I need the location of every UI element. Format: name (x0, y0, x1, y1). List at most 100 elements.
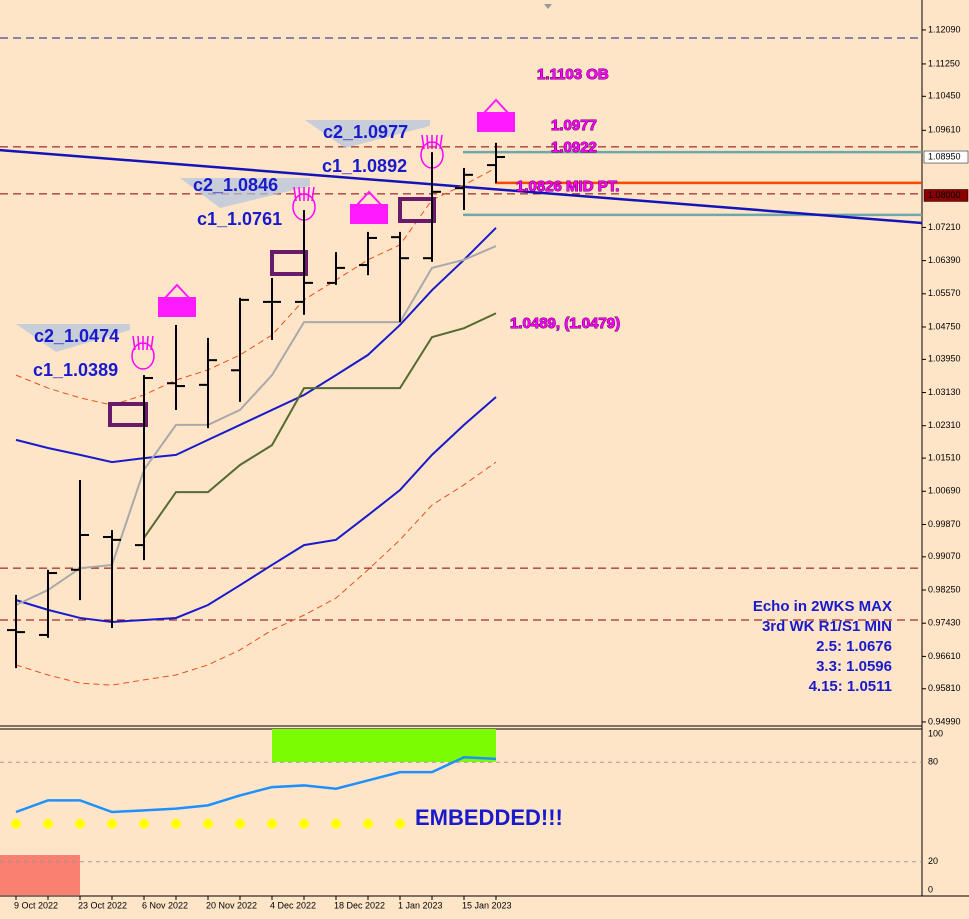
price-tag-label: 1.08950 (928, 151, 961, 161)
x-tick-label: 15 Jan 2023 (462, 900, 512, 910)
icon (132, 335, 136, 351)
highlight-zone (0, 855, 80, 895)
y-tick-label: 0.98250 (928, 584, 961, 594)
icon (477, 112, 515, 132)
y-tick-label: 0.97430 (928, 618, 961, 628)
x-tick-label: 1 Jan 2023 (398, 900, 443, 910)
annotation: 4.15: 1.0511 (809, 678, 892, 695)
highlight-zone (272, 729, 496, 762)
indicator-line (15, 396, 497, 624)
y-tick-label: 100 (928, 728, 943, 738)
annotation: 1.0922 (551, 139, 597, 156)
oscillator-dot (171, 818, 181, 829)
oscillator-line (15, 755, 497, 814)
price-tag-label: 1.08000 (928, 190, 961, 200)
oscillator-dot (43, 818, 53, 829)
annotation: EMBEDDED!!! (415, 805, 563, 830)
annotation: 1.1103 OB (537, 66, 609, 83)
annotation: 3.3: 1.0596 (816, 658, 892, 675)
x-tick-label: 18 Dec 2022 (334, 900, 385, 910)
y-tick-label: 1.07210 (928, 222, 961, 232)
annotation: 1.0977 (551, 117, 597, 134)
x-tick-label: 20 Nov 2022 (206, 900, 257, 910)
annotation: 1.0826 MID PT. (516, 178, 619, 195)
icon (350, 204, 388, 224)
icon (311, 186, 315, 202)
annotation: 2.5: 1.0676 (816, 638, 892, 655)
y-tick-label: 1.10450 (928, 91, 961, 101)
price-tag (923, 189, 969, 202)
oscillator-dot (331, 818, 341, 829)
annotation: c2_1.0846 (193, 175, 278, 195)
y-tick-label: 0.99070 (928, 551, 961, 561)
oscillator-dot (235, 818, 245, 829)
y-tick-label: 0.94990 (928, 716, 961, 726)
x-tick-label: 9 Oct 2022 (14, 900, 58, 910)
annotation: c1_1.0389 (33, 360, 118, 380)
x-tick-label: 23 Oct 2022 (78, 900, 127, 910)
indicator-line (15, 245, 497, 606)
y-tick-label: 0.95810 (928, 683, 961, 693)
y-tick-label: 0.99870 (928, 519, 961, 529)
oscillator-dot (139, 818, 149, 829)
icon (158, 297, 196, 317)
box-marker (270, 250, 308, 276)
marker (544, 4, 552, 9)
y-tick-label: 20 (928, 856, 938, 866)
x-tick-label: 4 Dec 2022 (270, 900, 316, 910)
icon (146, 335, 149, 351)
y-tick-label: 1.12090 (928, 24, 961, 34)
icon (480, 98, 512, 115)
oscillator-dot (11, 818, 21, 829)
icon (435, 134, 438, 150)
y-tick-label: 1.05570 (928, 288, 961, 298)
y-tick-label: 1.03950 (928, 354, 961, 364)
y-tick-label: 1.01510 (928, 452, 961, 462)
annotation: c1_1.0761 (197, 209, 282, 229)
y-tick-label: 1.04750 (928, 321, 961, 331)
y-tick-label: 1.02310 (928, 420, 961, 430)
decoration (180, 178, 310, 208)
icon (421, 134, 425, 150)
x-tick-label: 6 Nov 2022 (142, 900, 188, 910)
annotation: c1_1.0892 (322, 156, 407, 176)
y-tick-label: 1.06390 (928, 255, 961, 265)
y-tick-label: 1.11250 (928, 58, 960, 68)
icon (307, 186, 310, 202)
annotation: 3rd WK R1/S1 MIN (762, 618, 892, 635)
annotation: c2_1.0977 (323, 122, 408, 142)
box-marker (108, 402, 148, 427)
icon (150, 335, 154, 351)
oscillator-dot (299, 818, 309, 829)
oscillator-dot (203, 818, 213, 829)
y-tick-label: 0.96610 (928, 651, 961, 661)
indicator-line (143, 312, 497, 539)
icon (137, 335, 140, 351)
icon (293, 186, 297, 202)
annotation: Echo in 2WKS MAX (753, 598, 892, 615)
y-tick-label: 1.03130 (928, 387, 961, 397)
decoration (16, 324, 130, 352)
box-marker (398, 197, 436, 223)
indicator-line (15, 461, 497, 686)
oscillator-dot (107, 818, 117, 829)
icon (353, 190, 385, 207)
price-tag (923, 150, 969, 164)
oscillator-dot (395, 818, 405, 829)
y-tick-label: 1.09610 (928, 125, 961, 135)
indicator-line (15, 227, 497, 464)
icon (426, 134, 429, 150)
icon (439, 134, 443, 150)
oscillator-dot (363, 818, 373, 829)
icon (161, 283, 193, 300)
y-tick-label: 1.00690 (928, 486, 961, 496)
decoration (305, 120, 430, 148)
icon (298, 186, 301, 202)
oscillator-dot (75, 818, 85, 829)
y-tick-label: 80 (928, 757, 938, 767)
annotation: 1.0489, (1.0479) (510, 315, 620, 332)
y-tick-label: 0 (928, 884, 933, 894)
